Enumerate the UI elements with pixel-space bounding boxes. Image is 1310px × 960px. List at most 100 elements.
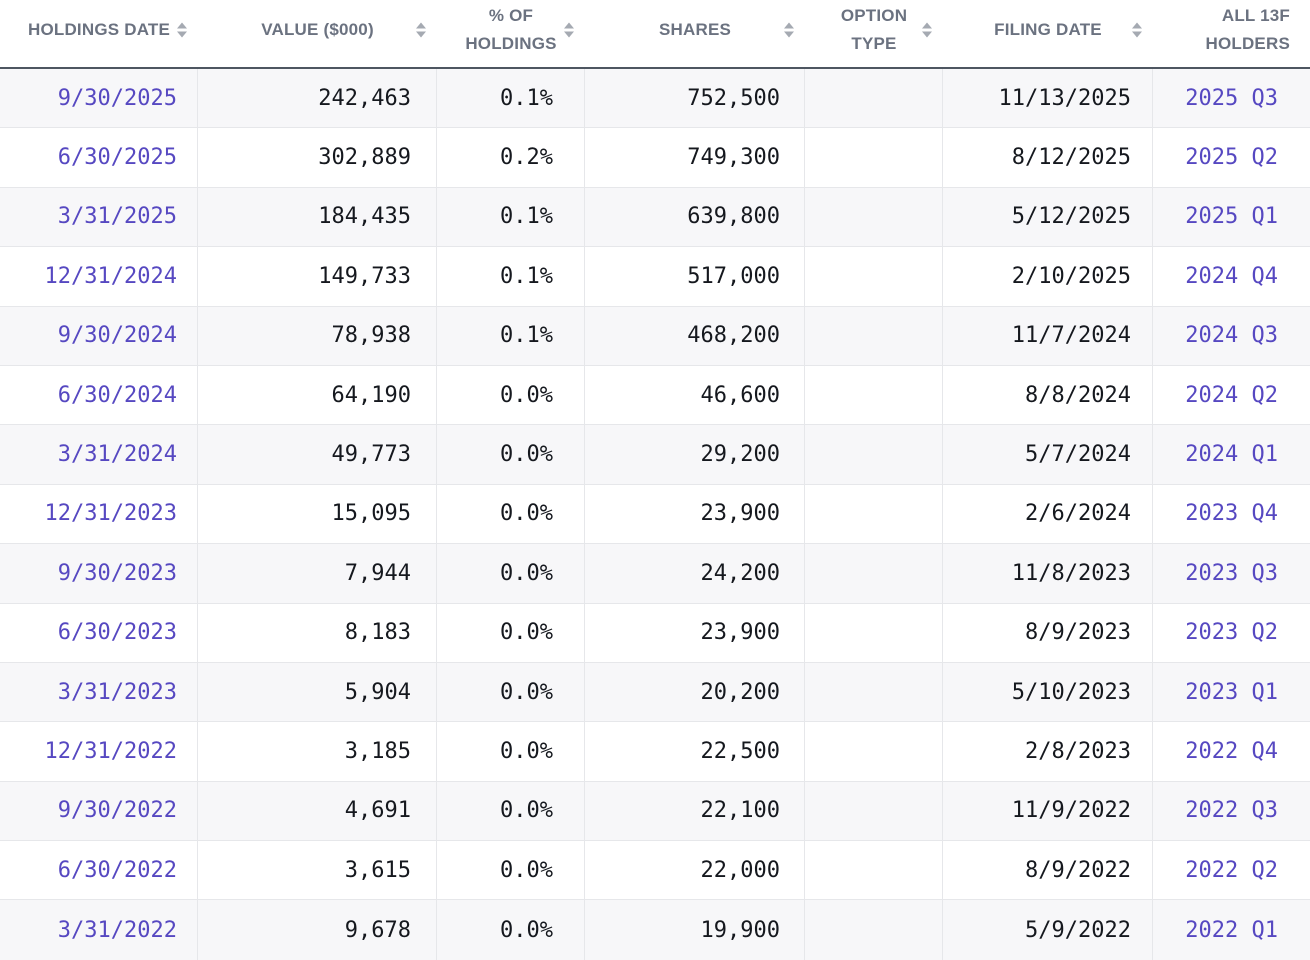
holdings-date-link[interactable]: 9/30/2022 bbox=[57, 798, 177, 824]
option-type-cell bbox=[805, 722, 943, 781]
holdings-date-link[interactable]: 3/31/2025 bbox=[57, 204, 177, 230]
shares-cell: 23,900 bbox=[585, 484, 805, 544]
quarter-link[interactable]: 2025 Q2 bbox=[1185, 145, 1278, 171]
shares-cell: 517,000 bbox=[585, 247, 805, 306]
holdings-date-link[interactable]: 3/31/2022 bbox=[57, 917, 177, 943]
pct-of-holdings-cell: 0.0% bbox=[437, 722, 585, 781]
table-row: 12/31/2023 15,095 0.0% 23,900 2/6/2024 2… bbox=[0, 484, 1310, 545]
quarter-link[interactable]: 2023 Q3 bbox=[1185, 560, 1278, 586]
filing-date-cell: 5/7/2024 bbox=[943, 425, 1153, 484]
column-header-label: % OF HOLDINGS bbox=[465, 5, 557, 53]
value-cell: 184,435 bbox=[198, 187, 437, 247]
column-header-label: SHARES bbox=[658, 19, 732, 39]
option-type-cell bbox=[805, 425, 943, 484]
holdings-date-cell: 3/31/2022 bbox=[0, 900, 198, 960]
shares-cell: 749,300 bbox=[585, 128, 805, 187]
quarter-link[interactable]: 2023 Q2 bbox=[1185, 620, 1278, 646]
holdings-date-link[interactable]: 3/31/2023 bbox=[57, 679, 177, 705]
quarter-link[interactable]: 2022 Q3 bbox=[1185, 798, 1278, 824]
pct-of-holdings-cell: 0.0% bbox=[437, 544, 585, 603]
column-header-filing-date[interactable]: FILING DATE bbox=[943, 0, 1153, 67]
pct-of-holdings-cell: 0.1% bbox=[437, 69, 585, 128]
table-body: 9/30/2025 242,463 0.1% 752,500 11/13/202… bbox=[0, 69, 1310, 960]
quarter-link[interactable]: 2022 Q2 bbox=[1185, 857, 1278, 883]
quarter-link[interactable]: 2025 Q3 bbox=[1185, 85, 1278, 111]
quarter-link[interactable]: 2022 Q4 bbox=[1185, 738, 1278, 764]
quarter-cell: 2024 Q1 bbox=[1153, 425, 1310, 483]
holdings-date-link[interactable]: 3/31/2024 bbox=[57, 442, 177, 468]
pct-of-holdings-cell: 0.0% bbox=[437, 781, 585, 841]
quarter-cell: 2022 Q4 bbox=[1153, 722, 1310, 780]
shares-cell: 20,200 bbox=[585, 662, 805, 722]
holdings-date-cell: 6/30/2023 bbox=[0, 603, 198, 662]
holdings-date-link[interactable]: 6/30/2024 bbox=[57, 382, 177, 408]
quarter-link[interactable]: 2023 Q4 bbox=[1185, 501, 1278, 527]
table-row: 3/31/2024 49,773 0.0% 29,200 5/7/2024 20… bbox=[0, 425, 1310, 485]
option-type-cell bbox=[805, 484, 943, 544]
holdings-date-cell: 3/31/2023 bbox=[0, 662, 198, 722]
value-cell: 78,938 bbox=[198, 306, 437, 365]
column-header-label: FILING DATE bbox=[994, 19, 1102, 39]
table-header-row: HOLDINGS DATE VALUE ($000) % OF HOLDINGS… bbox=[0, 0, 1310, 69]
shares-cell: 639,800 bbox=[585, 187, 805, 247]
sort-icon bbox=[922, 22, 932, 37]
table-row: 6/30/2023 8,183 0.0% 23,900 8/9/2023 202… bbox=[0, 603, 1310, 663]
column-header-label: ALL 13F HOLDERS bbox=[1205, 5, 1290, 53]
holdings-date-cell: 9/30/2024 bbox=[0, 306, 198, 365]
quarter-link[interactable]: 2024 Q3 bbox=[1185, 323, 1278, 349]
holdings-date-link[interactable]: 9/30/2024 bbox=[57, 323, 177, 349]
sort-icon bbox=[784, 22, 794, 37]
holdings-date-link[interactable]: 6/30/2022 bbox=[57, 857, 177, 883]
table-row: 9/30/2023 7,944 0.0% 24,200 11/8/2023 20… bbox=[0, 544, 1310, 604]
quarter-cell: 2024 Q3 bbox=[1153, 307, 1310, 365]
option-type-cell bbox=[805, 69, 943, 128]
holdings-date-link[interactable]: 9/30/2025 bbox=[57, 85, 177, 111]
pct-of-holdings-cell: 0.1% bbox=[437, 247, 585, 306]
table-row: 12/31/2024 149,733 0.1% 517,000 2/10/202… bbox=[0, 247, 1310, 307]
column-header-option-type[interactable]: OPTION TYPE bbox=[805, 0, 943, 67]
value-cell: 149,733 bbox=[198, 247, 437, 306]
quarter-link[interactable]: 2022 Q1 bbox=[1185, 917, 1278, 943]
quarter-cell: 2023 Q3 bbox=[1153, 544, 1310, 602]
quarter-link[interactable]: 2024 Q2 bbox=[1185, 382, 1278, 408]
shares-cell: 46,600 bbox=[585, 365, 805, 425]
holdings-date-link[interactable]: 6/30/2025 bbox=[57, 145, 177, 171]
shares-cell: 752,500 bbox=[585, 69, 805, 128]
holdings-date-cell: 9/30/2023 bbox=[0, 544, 198, 603]
quarter-link[interactable]: 2025 Q1 bbox=[1185, 204, 1278, 230]
filing-date-cell: 11/8/2023 bbox=[943, 544, 1153, 603]
table-row: 3/31/2022 9,678 0.0% 19,900 5/9/2022 202… bbox=[0, 900, 1310, 960]
holdings-date-link[interactable]: 12/31/2023 bbox=[44, 501, 177, 527]
value-cell: 9,678 bbox=[198, 900, 437, 960]
quarter-link[interactable]: 2023 Q1 bbox=[1185, 679, 1278, 705]
holdings-date-link[interactable]: 9/30/2023 bbox=[57, 560, 177, 586]
holdings-date-cell: 12/31/2023 bbox=[0, 484, 198, 544]
quarter-cell: 2022 Q1 bbox=[1153, 900, 1310, 959]
quarter-cell: 2023 Q2 bbox=[1153, 604, 1310, 662]
quarter-cell: 2024 Q2 bbox=[1153, 366, 1310, 424]
holdings-date-link[interactable]: 12/31/2022 bbox=[44, 738, 177, 764]
value-cell: 302,889 bbox=[198, 128, 437, 187]
option-type-cell bbox=[805, 603, 943, 662]
column-header-holdings-date[interactable]: HOLDINGS DATE bbox=[0, 0, 198, 67]
holdings-date-link[interactable]: 12/31/2024 bbox=[44, 263, 177, 289]
column-header-value[interactable]: VALUE ($000) bbox=[198, 0, 437, 67]
filing-date-cell: 8/12/2025 bbox=[943, 128, 1153, 187]
holdings-date-cell: 9/30/2025 bbox=[0, 69, 198, 128]
column-header-shares[interactable]: SHARES bbox=[585, 0, 805, 67]
holdings-date-link[interactable]: 6/30/2023 bbox=[57, 620, 177, 646]
column-header-all-13f-holders: ALL 13F HOLDERS bbox=[1153, 0, 1310, 67]
value-cell: 4,691 bbox=[198, 781, 437, 841]
column-header-label: VALUE ($000) bbox=[261, 19, 374, 39]
quarter-link[interactable]: 2024 Q1 bbox=[1185, 442, 1278, 468]
quarter-link[interactable]: 2024 Q4 bbox=[1185, 263, 1278, 289]
quarter-cell: 2025 Q1 bbox=[1153, 188, 1310, 246]
value-cell: 3,615 bbox=[198, 841, 437, 900]
column-header-pct-of-holdings[interactable]: % OF HOLDINGS bbox=[437, 0, 585, 67]
table-row: 6/30/2025 302,889 0.2% 749,300 8/12/2025… bbox=[0, 128, 1310, 188]
value-cell: 3,185 bbox=[198, 722, 437, 781]
pct-of-holdings-cell: 0.0% bbox=[437, 425, 585, 484]
quarter-cell: 2025 Q3 bbox=[1153, 69, 1310, 127]
value-cell: 8,183 bbox=[198, 603, 437, 662]
